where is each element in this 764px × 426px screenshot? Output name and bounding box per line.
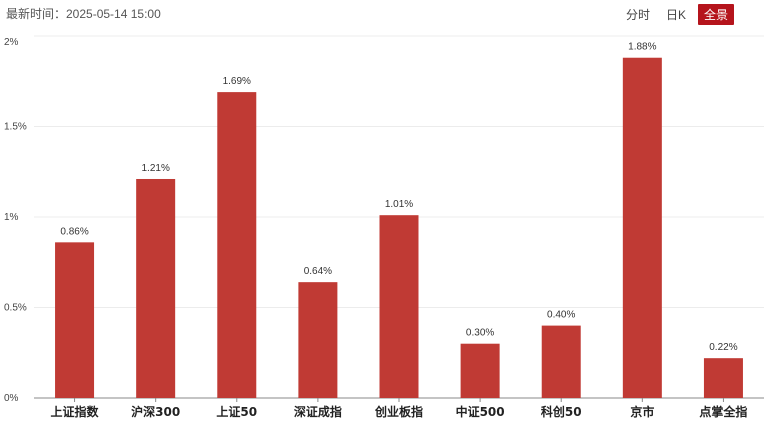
x-tick-label: 上证50 [216, 404, 257, 419]
bar [217, 92, 257, 399]
update-time-label: 最新时间：2025-05-14 15:00 [6, 7, 161, 21]
y-tick-label: 0% [4, 393, 19, 404]
view-tabs: 分时 日K 全景 [618, 4, 734, 25]
x-tick-label: 深证成指 [294, 404, 342, 419]
data-label: 0.86% [60, 226, 88, 237]
tab-panorama[interactable]: 全景 [697, 4, 734, 25]
data-label: 0.30% [466, 328, 494, 339]
data-label: 1.69% [223, 76, 251, 87]
x-tick-label: 科创50 [541, 404, 582, 419]
x-tick-label: 上证指数 [51, 404, 100, 419]
x-tick-label: 中证500 [456, 404, 505, 419]
tab-daily-k[interactable]: 日K [665, 8, 686, 22]
tab-intraday[interactable]: 分时 [625, 8, 650, 22]
x-tick-label: 点掌全指 [699, 404, 747, 419]
y-tick-label: 0.5% [4, 303, 27, 314]
y-tick-label: 1.5% [4, 122, 27, 133]
bar [703, 358, 743, 398]
bar [541, 325, 581, 398]
data-label: 1.88% [628, 42, 656, 53]
data-label: 0.40% [547, 310, 575, 321]
bar [379, 215, 419, 398]
data-label: 1.21% [141, 163, 169, 174]
bar [622, 57, 662, 398]
y-tick-label: 1% [4, 212, 19, 223]
x-tick-label: 京市 [630, 404, 654, 419]
bar [136, 178, 176, 398]
data-label: 0.22% [709, 342, 737, 353]
bar [55, 242, 95, 398]
x-tick-label: 沪深300 [131, 404, 180, 419]
header-bar: 最新时间：2025-05-14 15:00 分时 日K 全景 [0, 0, 764, 28]
data-label: 1.01% [385, 199, 413, 210]
data-label: 0.64% [304, 266, 332, 277]
bar [460, 343, 500, 398]
index-change-bar-chart: 0% 0.5% 1% 1.5% 2% 0.86% 上证指数 1.21% 沪深300 1.69% 上证… [4, 35, 764, 419]
y-tick-label: 2% [4, 37, 19, 48]
x-tick-label: 创业板指 [374, 404, 423, 419]
bar [298, 282, 338, 398]
